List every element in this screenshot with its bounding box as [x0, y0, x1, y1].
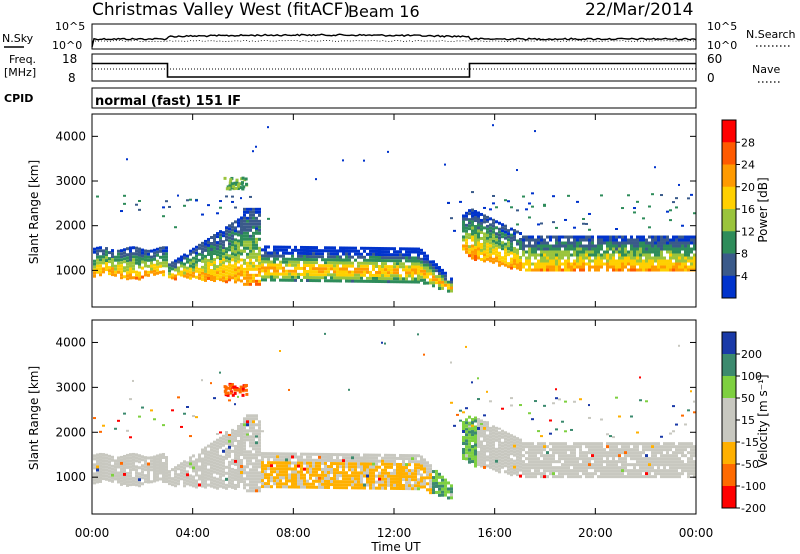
- colorbar-tick-label: -15: [741, 436, 759, 449]
- freq-label-line2: [MHz]: [4, 66, 36, 79]
- y-tick-label: 1000: [55, 263, 86, 277]
- x-tick-label: 04:00: [175, 526, 210, 540]
- nsky-label: N.Sky: [2, 32, 34, 45]
- y-tick-label: 1000: [55, 470, 86, 484]
- power-heatmap: [93, 124, 696, 293]
- x-tick-label: 12:00: [377, 526, 412, 540]
- colorbar-swatch: [722, 376, 736, 399]
- colorbar-tick-label: 100: [741, 370, 762, 383]
- nave-tick-top: 60: [707, 52, 722, 66]
- colorbar-swatch: [722, 209, 736, 232]
- nsearch-label: N.Search: [746, 28, 796, 41]
- y-tick-label: 3000: [55, 174, 86, 188]
- nsearch-tick-top: 10^5: [707, 20, 737, 33]
- freq-strip-frame: [91, 53, 697, 82]
- colorbar-tick-label: 15: [741, 414, 755, 427]
- nsky-series: [91, 33, 697, 48]
- colorbar-tick-label: -50: [741, 458, 759, 471]
- colorbar-swatch: [722, 253, 736, 277]
- colorbar-swatch: [722, 442, 736, 465]
- velocity-colorbar: 200 100 50 15 -15 -50 -100 -200: [721, 331, 766, 515]
- freq-series: [92, 62, 696, 78]
- plot-title: Christmas Valley West (fitACF): [92, 0, 350, 20]
- power-colorbar-label: Power [dB]: [756, 177, 770, 242]
- beam-label: Beam 16: [348, 2, 420, 21]
- nave-tick-bottom: 0: [707, 71, 715, 85]
- colorbar-tick-label: 50: [741, 392, 755, 405]
- x-axis-label: Time UT: [370, 540, 421, 554]
- colorbar-tick-label: 28: [741, 136, 755, 149]
- nsearch-line: [91, 39, 697, 43]
- x-tick-label: 00:00: [679, 526, 714, 540]
- x-tick-label: 08:00: [276, 526, 311, 540]
- freq-line: [92, 62, 696, 78]
- colorbar-swatch: [722, 142, 736, 165]
- velocity-y-axis: 1000 2000 3000 4000: [55, 335, 696, 484]
- velocity-heatmap: [93, 332, 696, 500]
- colorbar-swatch: [722, 354, 736, 377]
- velocity-y-label: Slant Range [km]: [27, 366, 41, 470]
- nsky-tick-bottom: 10^0: [52, 39, 82, 52]
- colorbar-swatch: [722, 186, 736, 210]
- nsky-tick-top: 10^5: [55, 20, 85, 33]
- nave-label: Nave: [752, 63, 780, 76]
- y-tick-label: 3000: [55, 380, 86, 394]
- colorbar-swatch: [722, 464, 736, 487]
- power-y-label: Slant Range [km]: [27, 160, 41, 264]
- colorbar-tick-label: -200: [741, 502, 766, 515]
- colorbar-tick-label: 20: [741, 181, 755, 194]
- colorbar-swatch: [722, 164, 736, 188]
- colorbar-swatch: [722, 398, 736, 421]
- colorbar-tick-label: 24: [741, 159, 755, 172]
- colorbar-swatch: [722, 275, 736, 299]
- nsearch-tick-bottom: 10^0: [707, 39, 737, 52]
- cpid-text: normal (fast) 151 IF: [95, 94, 241, 109]
- colorbar-swatch: [722, 420, 736, 443]
- y-tick-label: 4000: [55, 129, 86, 143]
- freq-label-line1: Freq.: [9, 53, 36, 66]
- cpid-label: CPID: [4, 92, 33, 105]
- colorbar-tick-label: 16: [741, 203, 755, 216]
- colorbar-swatch: [722, 486, 736, 509]
- nsky-strip-frame: [91, 23, 697, 50]
- x-tick-label: 16:00: [477, 526, 512, 540]
- colorbar-tick-label: 4: [741, 270, 748, 283]
- colorbar-tick-label: 12: [741, 225, 755, 238]
- x-tick-label: 20:00: [578, 526, 613, 540]
- nsky-line: [91, 33, 697, 48]
- freq-tick-bottom: 8: [68, 71, 76, 85]
- plot-date: 22/Mar/2014: [585, 0, 693, 20]
- y-tick-label: 2000: [55, 425, 86, 439]
- x-axis: 00:00 04:00 08:00 12:00 16:00 20:00 00:00: [75, 114, 714, 540]
- power-colorbar: 28 24 20 16 12 8 4: [721, 119, 755, 299]
- colorbar-tick-label: -100: [741, 480, 766, 493]
- colorbar-swatch: [722, 332, 736, 355]
- colorbar-swatch: [722, 120, 736, 143]
- y-tick-label: 2000: [55, 219, 86, 233]
- power-y-axis: 1000 2000 3000 4000: [55, 129, 696, 277]
- x-tick-label: 00:00: [75, 526, 110, 540]
- freq-tick-top: 18: [62, 52, 77, 66]
- colorbar-tick-label: 200: [741, 348, 762, 361]
- colorbar-swatch: [722, 231, 736, 254]
- cpid-strip-frame: [91, 87, 697, 109]
- velocity-colorbar-label: Velocity [m s⁻¹]: [756, 374, 770, 467]
- colorbar-tick-label: 8: [741, 248, 748, 261]
- y-tick-label: 4000: [55, 335, 86, 349]
